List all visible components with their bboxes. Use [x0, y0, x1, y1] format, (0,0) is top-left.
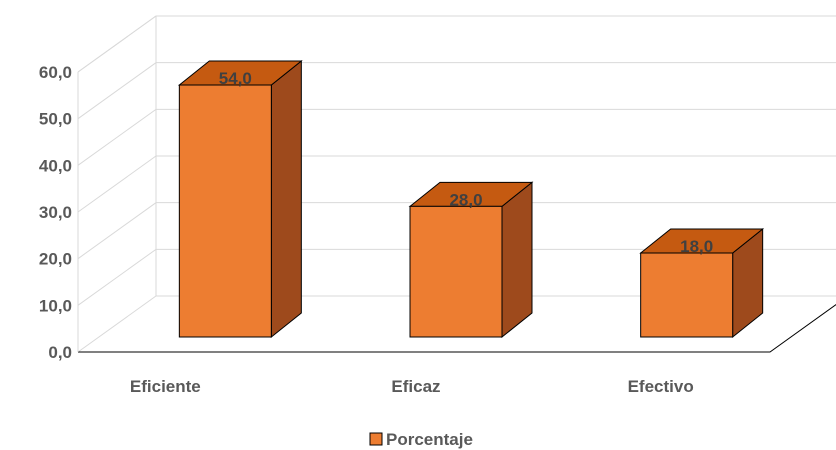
legend: Porcentaje [369, 430, 473, 449]
gridline [77, 15, 836, 73]
gridline [77, 108, 836, 166]
gridlines [77, 15, 836, 306]
y-tick-label: 50,0 [39, 110, 72, 129]
gridline [77, 202, 836, 260]
gridline [77, 248, 836, 306]
bars [177, 59, 765, 339]
gridline [77, 155, 836, 213]
data-label: 54,0 [219, 69, 252, 88]
x-tick-label: Efectivo [628, 377, 694, 396]
legend-swatch [369, 432, 383, 446]
x-tick-label: Eficaz [391, 377, 440, 396]
data-labels: 54,0 28,0 18,0 [219, 69, 713, 256]
data-label: 28,0 [449, 190, 482, 209]
bar [409, 205, 503, 338]
y-tick-label: 0,0 [48, 343, 72, 362]
y-tick-label: 30,0 [39, 203, 72, 222]
y-tick-label: 60,0 [39, 63, 72, 82]
x-axis-categories: Eficiente Eficaz Efectivo [130, 377, 694, 396]
x-tick-label: Eficiente [130, 377, 201, 396]
floor-front-edge [78, 303, 836, 353]
bar-side-face [270, 59, 302, 339]
bar-side-face [501, 181, 533, 339]
y-tick-label: 10,0 [39, 296, 72, 315]
bar [640, 252, 734, 338]
gridline [77, 62, 836, 120]
y-tick-label: 40,0 [39, 156, 72, 175]
y-tick-label: 20,0 [39, 250, 72, 269]
y-axis-ticks: 0,0 10,0 20,0 30,0 40,0 50,0 60,0 [39, 63, 72, 362]
data-label: 18,0 [680, 237, 713, 256]
legend-label: Porcentaje [386, 430, 473, 449]
bar [178, 84, 272, 338]
